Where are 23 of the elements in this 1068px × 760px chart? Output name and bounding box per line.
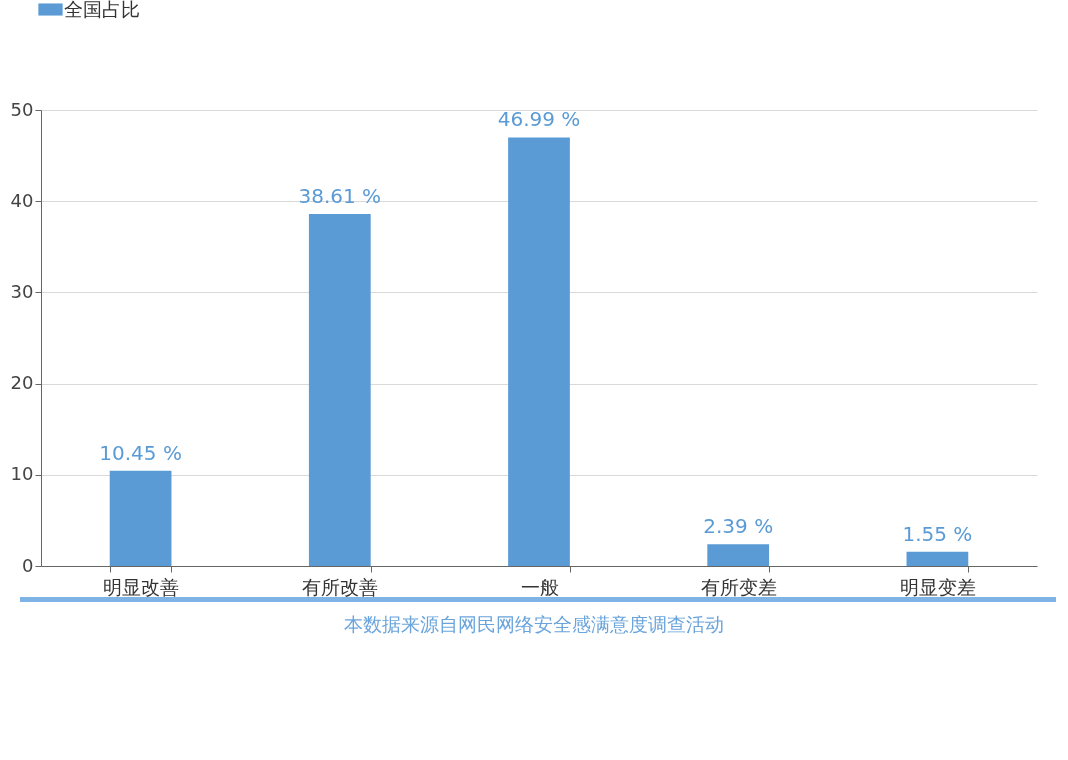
text: 本数据来源自网民网络安全感满意度调查活动 — [343, 612, 725, 637]
text: 38.61 % — [298, 183, 382, 208]
bar — [707, 544, 770, 566]
text: 1.55 % — [902, 521, 973, 546]
x-tick-label: 一般 — [520, 575, 559, 598]
y-tick-label: 0 — [22, 554, 34, 576]
bar — [508, 137, 570, 566]
y-tick-label: 40 — [10, 189, 34, 211]
bar — [308, 213, 371, 566]
y-tick-label: 50 — [10, 98, 34, 120]
bar — [906, 551, 969, 566]
x-tick-label: 明显改善 — [103, 575, 180, 598]
text: 2.39 % — [703, 514, 774, 539]
y-tick-label: 30 — [10, 280, 34, 302]
y-tick-label: 20 — [10, 372, 34, 394]
x-tick-label: 有所改善 — [302, 575, 379, 598]
legend-label: 全国占比 — [64, 0, 140, 20]
x-tick-label: 有所变差 — [700, 575, 777, 598]
x-tick-label: 明显变差 — [899, 575, 976, 598]
bar — [109, 470, 172, 566]
text: 10.45 % — [99, 440, 182, 465]
y-tick-label: 10 — [10, 463, 34, 485]
text: 46.99 % — [497, 107, 581, 132]
